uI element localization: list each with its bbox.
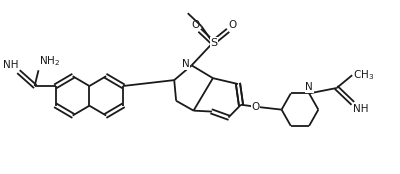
Text: NH$_2$: NH$_2$ [40, 54, 60, 68]
Text: NH: NH [3, 60, 18, 70]
Text: O: O [191, 20, 199, 30]
Text: S: S [210, 38, 218, 48]
Text: CH$_3$: CH$_3$ [353, 68, 374, 82]
Text: O: O [251, 102, 260, 112]
Text: N: N [182, 59, 190, 69]
Text: O: O [228, 20, 237, 30]
Text: NH: NH [353, 104, 369, 114]
Text: N: N [305, 82, 313, 92]
